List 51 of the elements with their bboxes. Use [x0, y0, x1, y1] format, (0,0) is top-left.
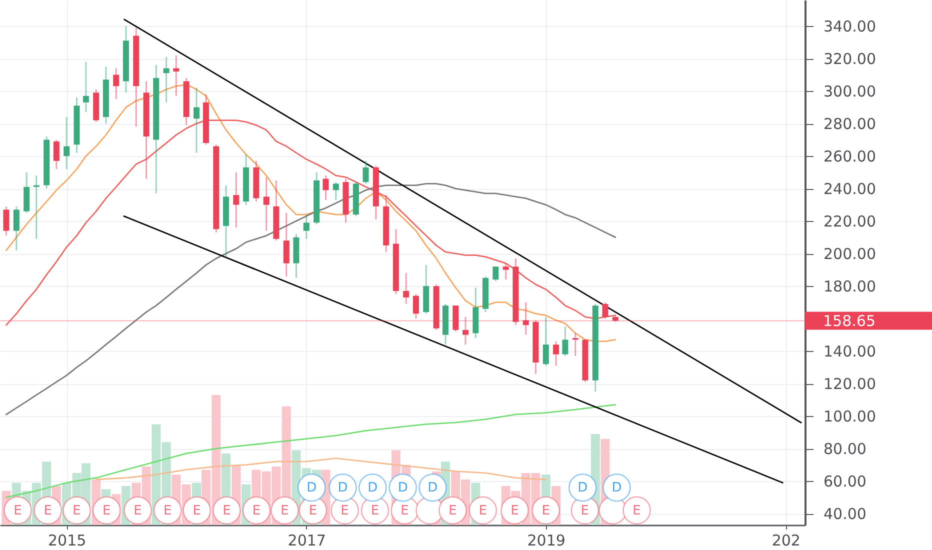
y-tick-label: 260.00: [824, 148, 876, 166]
data-label: E: [102, 503, 111, 518]
y-tick-label: 100.00: [824, 408, 876, 426]
x-tick-label: 202: [772, 532, 800, 550]
y-tick-label: 140.00: [824, 342, 876, 361]
data-label: E: [72, 503, 81, 518]
y-tick-label: 40.00: [824, 505, 866, 524]
data-label: D: [338, 480, 348, 496]
data-label: E: [370, 503, 380, 518]
data-label: D: [306, 480, 317, 496]
y-tick-label: 280.00: [824, 115, 876, 134]
y-tick-label: 120.00: [824, 375, 876, 394]
data-label: D: [428, 480, 438, 496]
y-tick-label: 340.00: [824, 18, 876, 36]
y-tick-label: 60.00: [824, 472, 866, 491]
line-series: [95, 458, 547, 480]
data-label: D: [612, 480, 622, 496]
data-label: E: [340, 503, 349, 518]
line-series: [6, 84, 616, 342]
data-label: E: [44, 503, 52, 518]
data-label: D: [368, 480, 378, 496]
line-series: [6, 182, 616, 416]
y-tick-label: 220.00: [824, 212, 876, 231]
x-tick-label: 2015: [48, 532, 86, 550]
data-label: E: [478, 503, 487, 518]
data-label: E: [448, 503, 457, 518]
data-label: E: [164, 503, 172, 518]
y-tick-label: 320.00: [824, 50, 876, 68]
y-tick-label: 300.00: [824, 82, 876, 101]
y-tick-label: 80.00: [824, 440, 866, 458]
data-label: E: [542, 503, 550, 518]
data-label: E: [400, 503, 409, 518]
data-label: E: [252, 503, 261, 518]
data-label: E: [280, 503, 289, 518]
y-tick-label: 200.00: [824, 245, 876, 264]
line-series: [6, 120, 616, 326]
data-label: E: [308, 503, 318, 518]
data-label: E: [632, 503, 641, 518]
y-tick-label: 240.00: [824, 180, 876, 198]
y-tick-label: 180.00: [824, 278, 876, 296]
ref-line-label: 158.65: [823, 312, 876, 330]
x-tick-label: 2019: [527, 532, 566, 550]
data-label: E: [192, 503, 201, 518]
x-tick-label: 2017: [288, 532, 326, 550]
data-label: E: [580, 503, 589, 518]
data-label: D: [398, 480, 408, 496]
data-label: E: [134, 503, 142, 518]
data-label: E: [14, 503, 22, 518]
data-label: E: [222, 503, 231, 518]
data-label: D: [578, 480, 588, 496]
data-label: E: [510, 503, 519, 518]
